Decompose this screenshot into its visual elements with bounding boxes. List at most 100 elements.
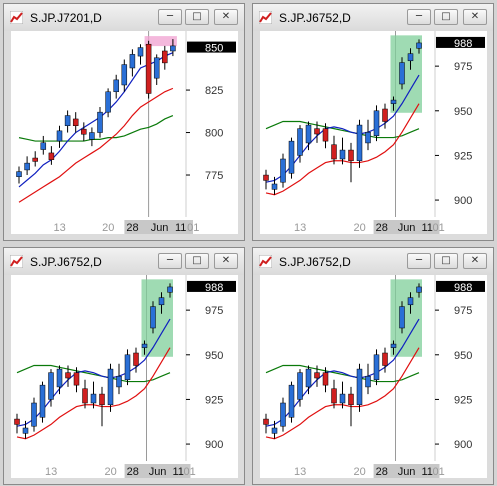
- candle-body: [56, 368, 63, 388]
- y-tick-label: 825: [205, 85, 223, 97]
- candle-body: [14, 418, 20, 425]
- candle-body: [373, 110, 380, 137]
- window-titlebar[interactable]: S.JP.J7201,D ─ □ ✕: [4, 4, 244, 31]
- last-price-label: 988: [205, 282, 223, 294]
- x-tick-label: 13: [294, 466, 306, 478]
- y-tick-label: 950: [454, 350, 472, 362]
- window-title: S.JP.J7201,D: [30, 11, 102, 25]
- window-title: S.JP.J6752,D: [279, 11, 351, 25]
- candle-body: [105, 91, 111, 113]
- y-tick-label: 950: [454, 106, 472, 118]
- x-tick-label: 01: [433, 222, 445, 234]
- candle-body: [56, 130, 63, 142]
- y-tick-label: 775: [205, 170, 223, 182]
- candle-body: [390, 343, 397, 348]
- maximize-button[interactable]: □: [434, 253, 458, 269]
- candle-body: [22, 427, 29, 434]
- candle-body: [382, 108, 388, 122]
- maximize-button[interactable]: □: [185, 253, 209, 269]
- candle-body: [16, 171, 22, 177]
- candle-body: [297, 372, 303, 400]
- candle-body: [32, 157, 38, 162]
- candle-body: [416, 42, 422, 49]
- y-tick-label: 975: [205, 305, 223, 317]
- minimize-icon: ─: [166, 11, 174, 22]
- maximize-icon: □: [192, 11, 202, 22]
- x-tick-label: 28: [127, 466, 139, 478]
- x-tick-label: 20: [105, 466, 117, 478]
- last-price-tag: [187, 41, 236, 53]
- candle-body: [331, 388, 337, 404]
- x-tick-label: Jun: [398, 222, 416, 234]
- chart-window-2[interactable]: S.JP.J6752,D ─ □ ✕ 975 950 925 900 988 13 20 28…: [252, 3, 494, 241]
- close-button[interactable]: ✕: [214, 253, 238, 269]
- candle-body: [170, 45, 176, 52]
- y-tick-label: 900: [454, 439, 472, 451]
- candle-body: [48, 152, 55, 160]
- last-price-tag: [436, 36, 485, 48]
- candle-body: [81, 128, 87, 135]
- minimize-button[interactable]: ─: [407, 253, 431, 269]
- minimize-button[interactable]: ─: [407, 9, 431, 25]
- candle-body: [288, 384, 295, 418]
- chart-app-icon: [9, 10, 24, 25]
- x-tick-label: Jun: [149, 466, 167, 478]
- x-tick-label: 20: [354, 222, 366, 234]
- price-chart[interactable]: 975 950 925 900 988 13 20 28 Jun 11 01: [11, 275, 238, 478]
- candle-body: [356, 368, 363, 406]
- close-button[interactable]: ✕: [463, 9, 487, 25]
- price-chart[interactable]: 825 800 775 850 13 20 28 Jun 11 01: [11, 31, 238, 234]
- candle-body: [141, 343, 148, 348]
- candle-body: [399, 62, 405, 85]
- x-tick-label: 11: [173, 466, 184, 478]
- candle-body: [390, 99, 397, 104]
- candle-body: [97, 111, 103, 133]
- candle-body: [153, 57, 160, 79]
- chart-window-4[interactable]: S.JP.J6752,D ─ □ ✕ 975 950 925 900 988 13 20 28…: [252, 247, 494, 485]
- candle-body: [40, 142, 47, 150]
- minimize-button[interactable]: ─: [158, 253, 182, 269]
- candle-body: [113, 79, 119, 93]
- maximize-icon: □: [441, 255, 451, 266]
- window-titlebar[interactable]: S.JP.J6752,D ─ □ ✕: [253, 248, 493, 275]
- x-tick-label: 13: [45, 466, 57, 478]
- chart-window-3[interactable]: S.JP.J6752,D ─ □ ✕ 975 950 925 900 988 13 20 28…: [3, 247, 245, 485]
- time-selection-band: [124, 220, 193, 234]
- close-button[interactable]: ✕: [214, 9, 238, 25]
- price-chart[interactable]: 975 950 925 900 988 13 20 28 Jun 11 01: [260, 275, 487, 478]
- candle-body: [167, 286, 173, 293]
- candle-body: [133, 352, 139, 366]
- minimize-icon: ─: [415, 255, 423, 266]
- y-tick-label: 900: [454, 195, 472, 207]
- close-button[interactable]: ✕: [463, 253, 487, 269]
- candle-body: [407, 297, 414, 306]
- close-icon: ✕: [470, 255, 480, 266]
- maximize-button[interactable]: □: [434, 9, 458, 25]
- window-titlebar[interactable]: S.JP.J6752,D ─ □ ✕: [4, 248, 244, 275]
- candle-body: [305, 368, 312, 388]
- candle-body: [297, 128, 303, 156]
- price-axis-panel: [187, 275, 238, 478]
- time-selection-band: [124, 464, 191, 478]
- maximize-button[interactable]: □: [185, 9, 209, 25]
- chart-app-icon: [258, 254, 273, 269]
- x-tick-label: 01: [184, 466, 196, 478]
- x-tick-label: 01: [433, 466, 445, 478]
- candle-body: [314, 372, 320, 379]
- last-price-label: 988: [454, 282, 472, 294]
- candle-body: [365, 375, 371, 388]
- price-chart[interactable]: 975 950 925 900 988 13 20 28 Jun 11 01: [260, 31, 487, 234]
- y-tick-label: 975: [454, 61, 472, 73]
- last-price-label: 988: [454, 38, 472, 50]
- candle-body: [64, 115, 71, 126]
- minimize-button[interactable]: ─: [158, 9, 182, 25]
- x-tick-label: 28: [376, 222, 388, 234]
- candle-body: [24, 162, 30, 171]
- candle-body: [271, 183, 278, 190]
- x-tick-label: 01: [187, 222, 199, 234]
- chart-window-1[interactable]: S.JP.J7201,D ─ □ ✕ 825 800 775 850 13 20 28 Jun…: [3, 3, 245, 241]
- window-titlebar[interactable]: S.JP.J6752,D ─ □ ✕: [253, 4, 493, 31]
- candle-body: [339, 393, 346, 404]
- candle-body: [280, 158, 286, 183]
- price-axis-panel: [187, 31, 238, 234]
